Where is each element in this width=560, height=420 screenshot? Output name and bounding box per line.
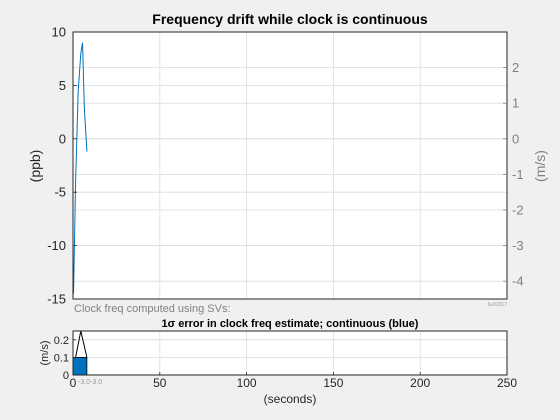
top-series-group <box>73 42 88 294</box>
top-y-tick-label: 10 <box>52 25 66 40</box>
top-plot-area <box>73 32 507 299</box>
top-right-y-tick-label: -1 <box>512 167 524 182</box>
bottom-y-axis-label: (m/s) <box>39 340 51 365</box>
bottom-x-tick-label: 150 <box>323 376 343 390</box>
bottom-y-tick-label: 0 <box>63 370 69 382</box>
bottom-y-tick-label: 0.2 <box>54 335 69 347</box>
bottom-plot-frame <box>72 330 508 376</box>
bottom-y-tick-label: 0.1 <box>54 352 69 364</box>
top-right-y-tick-label: 1 <box>512 96 519 111</box>
bottom-x-tick-label: 0 <box>70 376 77 390</box>
bottom-x-tick-label: 100 <box>237 376 257 390</box>
bottom-tick-overlay-label: -3.0-3.0 <box>78 379 102 386</box>
top-y-tick-label: 5 <box>59 78 66 93</box>
corner-note: 6u02017 <box>488 302 508 308</box>
top-left-y-axis-label: (ppb) <box>27 150 43 183</box>
drift-series-line <box>73 42 88 294</box>
bottom-plot-area <box>73 331 507 375</box>
top-plot-frame <box>72 31 508 300</box>
top-chart-title: Frequency drift while clock is continuou… <box>152 11 428 27</box>
bottom-x-axis-label: (seconds) <box>264 392 317 406</box>
bottom-chart-axes: 0.20.10 0 50 100 150 200 250 <box>54 330 517 390</box>
bottom-chart-title: 1σ error in clock freq estimate; continu… <box>162 318 419 330</box>
error-bar <box>72 356 88 376</box>
top-y-tick-label: 0 <box>59 131 66 146</box>
bottom-x-tick-label: 200 <box>410 376 430 390</box>
bottom-y-ticks: 0.2 0.1 0 <box>54 335 76 382</box>
top-right-y-ticks: 2 1 0 -1 -2 -3 -4 <box>503 60 524 289</box>
top-left-y-ticks: 10 5 0 -5 -10 -15 <box>47 25 77 307</box>
bottom-x-ticks: 0 50 100 150 200 250 <box>70 372 517 390</box>
top-y-tick-label: -10 <box>47 238 66 253</box>
top-right-y-tick-label: -4 <box>512 274 524 289</box>
top-right-y-tick-label: 0 <box>512 131 519 146</box>
top-y-tick-label: -5 <box>54 185 66 200</box>
top-right-y-axis-label: (m/s) <box>532 150 548 182</box>
bottom-x-tick-label: 50 <box>153 376 167 390</box>
bottom-x-tick-label: 250 <box>497 376 517 390</box>
top-right-y-tick-label: 2 <box>512 60 519 75</box>
top-right-y-tick-label: -3 <box>512 238 524 253</box>
top-y-tick-label: -15 <box>47 292 66 307</box>
clock-freq-footnote: Clock freq computed using SVs: <box>74 303 231 315</box>
top-right-y-tick-label: -2 <box>512 203 524 218</box>
